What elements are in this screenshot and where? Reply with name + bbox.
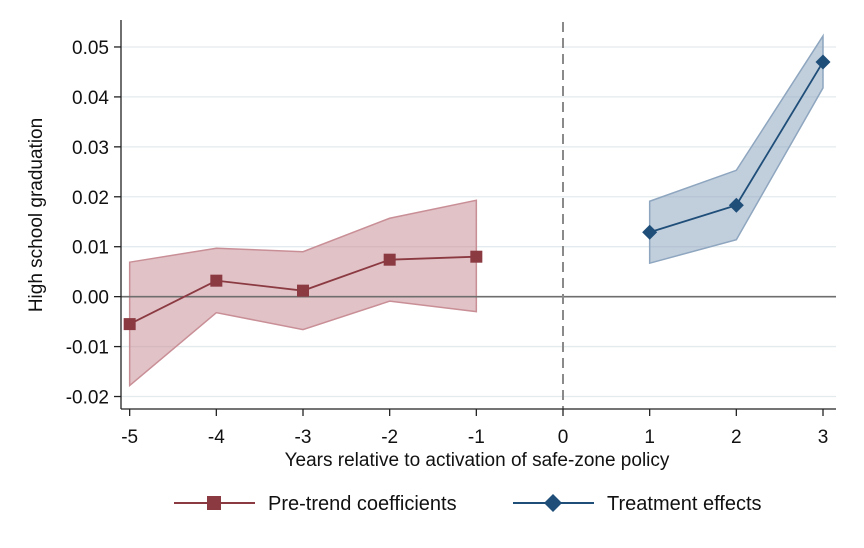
pretrend-marker bbox=[123, 318, 136, 331]
legend-item-pretrend: Pre-trend coefficients bbox=[174, 493, 457, 515]
x-tick-label: -1 bbox=[468, 427, 485, 448]
treatment-marker bbox=[815, 54, 831, 70]
y-tick-label: -0.02 bbox=[66, 388, 109, 409]
x-tick-label: 3 bbox=[818, 427, 829, 448]
y-tick-label: 0.02 bbox=[72, 188, 109, 209]
y-tick-label: 0.00 bbox=[72, 288, 109, 309]
legend-pretrend-label: Pre-trend coefficients bbox=[268, 493, 457, 515]
x-tick-label: -5 bbox=[121, 427, 138, 448]
axes bbox=[114, 20, 836, 416]
confidence-band-treatment bbox=[648, 33, 824, 265]
x-tick-label: -3 bbox=[295, 427, 312, 448]
gridlines bbox=[121, 46, 836, 398]
legend-treatment-marker bbox=[544, 494, 562, 512]
pretrend-marker bbox=[470, 250, 483, 263]
y-tick-label: 0.04 bbox=[72, 88, 109, 109]
reference-lines bbox=[121, 22, 836, 409]
y-tick-label: -0.01 bbox=[66, 338, 109, 359]
treatment-marker bbox=[728, 197, 744, 213]
legend: Pre-trend coefficients Treatment effects bbox=[174, 493, 762, 515]
x-tick-label: -2 bbox=[381, 427, 398, 448]
legend-item-treatment: Treatment effects bbox=[513, 493, 762, 515]
pretrend-marker bbox=[383, 253, 396, 266]
tick-labels: 0.05 0.04 0.03 0.02 0.01 0.00 -0.01 -0.02 -5 -4 -3… bbox=[66, 38, 829, 448]
x-tick-label: -4 bbox=[208, 427, 225, 448]
y-tick-label: 0.05 bbox=[72, 38, 109, 59]
y-tick-label: 0.03 bbox=[72, 138, 109, 159]
legend-pretrend-marker bbox=[207, 496, 221, 510]
x-tick-label: 2 bbox=[731, 427, 742, 448]
x-tick-label: 0 bbox=[558, 427, 569, 448]
series-markers bbox=[123, 54, 831, 331]
y-tick-label: 0.01 bbox=[72, 238, 109, 259]
treatment-marker bbox=[642, 224, 658, 240]
pretrend-marker bbox=[210, 274, 223, 287]
x-tick-label: 1 bbox=[644, 427, 655, 448]
x-axis-title: Years relative to activation of safe-zon… bbox=[285, 450, 670, 471]
y-axis-title: High school graduation bbox=[26, 118, 47, 312]
legend-treatment-label: Treatment effects bbox=[607, 493, 762, 515]
pretrend-marker bbox=[297, 284, 309, 297]
